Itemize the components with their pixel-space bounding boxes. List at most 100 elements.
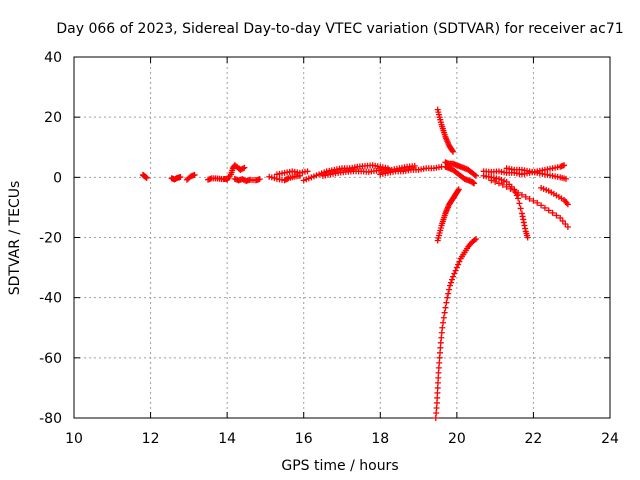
data-point [471,171,478,178]
data-point [441,309,448,316]
data-point [437,344,444,351]
data-point [449,276,456,283]
series-arc-14 [442,163,478,187]
data-point [557,214,564,221]
data-point [518,191,525,198]
data-point [511,187,518,194]
data-point [450,148,457,155]
grid [74,57,610,418]
y-tick-label: 20 [44,110,62,126]
data-point [436,354,443,361]
series-arc-1 [139,171,150,181]
data-point [564,201,571,208]
series-arc-13 [442,159,479,179]
series-arc-5 [224,162,248,183]
data-point [438,334,445,341]
data-point [433,404,440,411]
data-point [434,394,441,401]
data-point [444,294,451,301]
data-point [450,273,457,280]
y-tick-label: -40 [39,291,62,307]
series-arc-15 [434,186,462,244]
chart-title: Day 066 of 2023, Sidereal Day-to-day VTE… [56,21,623,37]
data-point [534,199,541,206]
y-tick-label: -60 [39,351,62,367]
data-point [517,205,524,212]
data-point [440,314,447,321]
x-tick-label: 16 [295,431,313,447]
series-arc-9 [300,162,391,184]
data-point [538,202,545,209]
series-arc-19 [480,172,531,241]
data-point [446,282,453,289]
x-axis-tick-labels: 10 12 14 16 18 20 22 24 [65,431,619,447]
data-point [433,409,440,416]
data-point [445,290,452,297]
y-tick-label: 0 [53,170,62,186]
data-point [143,174,150,181]
data-point [453,264,460,271]
data-point [515,195,522,202]
x-axis-label: GPS time / hours [281,458,398,474]
y-tick-label: -80 [39,411,62,427]
data-point [442,304,449,311]
data-point [432,415,439,421]
data-point [191,171,198,178]
x-tick-label: 24 [601,431,619,447]
data-point [284,175,291,182]
data-point [256,176,263,183]
data-point [473,236,479,243]
data-point [562,175,569,182]
data-point [439,324,446,331]
data-point [437,349,444,356]
x-tick-label: 20 [448,431,466,447]
data-point [438,329,445,336]
y-axis-label: SDTVAR / TECUs [7,181,23,296]
series-arc-18 [503,165,569,182]
x-tick-label: 22 [525,431,543,447]
series-arc-3 [183,171,198,183]
data-point [411,162,418,169]
data-point [447,279,454,286]
data-point [240,165,247,172]
data-point [456,258,463,265]
data-point [561,162,568,169]
data-point [443,299,450,306]
data-point [435,374,442,381]
data-point [524,234,531,241]
data-point [177,174,184,181]
data-point [545,207,552,214]
series-arc-10 [319,162,418,179]
data-point [455,186,462,193]
data-point [515,189,522,196]
series-arc-11 [377,163,445,178]
series-arc-6 [231,175,263,184]
x-tick-label: 10 [65,431,83,447]
data-point [522,193,529,200]
data-point [435,369,442,376]
series-arc-20 [488,177,571,230]
data-point [564,223,571,230]
x-tick-label: 14 [218,431,236,447]
data-point [503,183,510,190]
data-point [435,364,442,371]
data-point [553,212,560,219]
data-point [526,195,533,202]
x-tick-label: 18 [371,431,389,447]
data-point [433,399,440,406]
data-point [241,164,248,171]
data-point [492,178,499,185]
series-arc-12 [434,106,457,155]
data-point [452,267,459,274]
data-point [434,379,441,386]
series-arc-8 [273,168,311,178]
data-point [499,181,506,188]
data-point [530,197,537,204]
series-arc-2 [168,174,184,183]
data-point [471,180,478,187]
data-point [559,217,566,224]
data-point [488,177,495,184]
data-point [471,237,478,244]
data-point [562,220,569,227]
